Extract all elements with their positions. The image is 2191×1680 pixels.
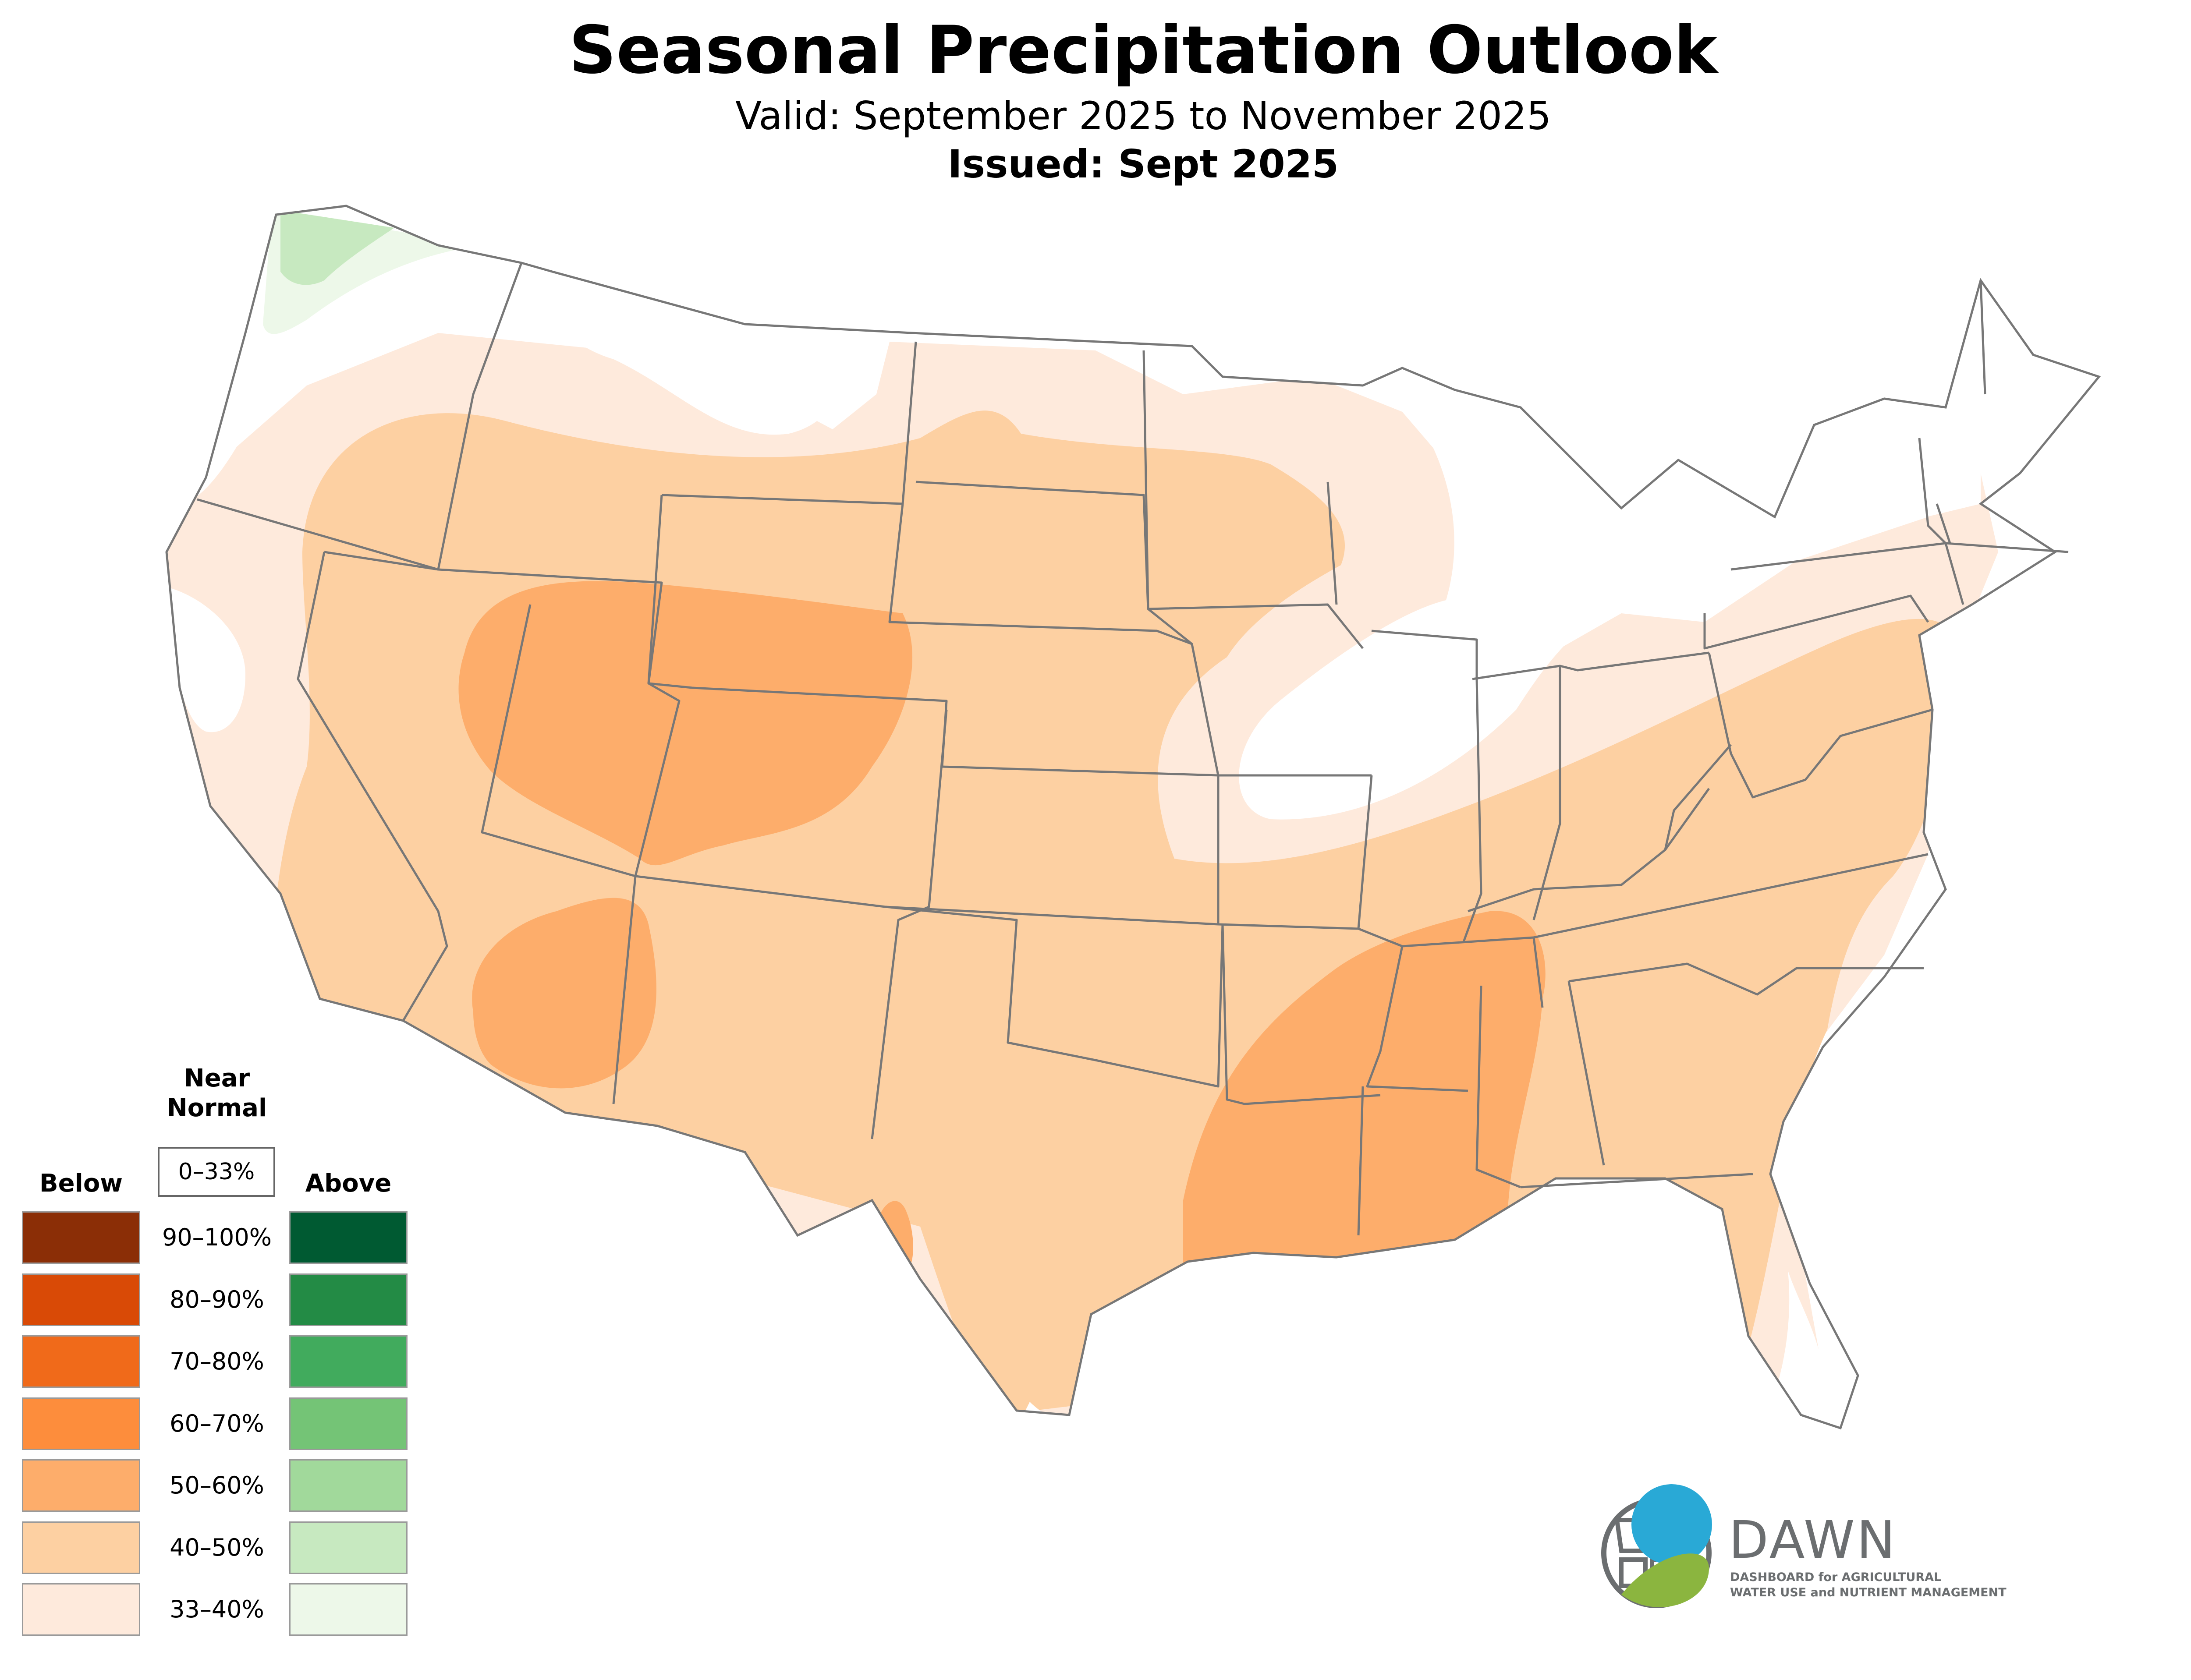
legend-below-swatch xyxy=(22,1335,140,1388)
legend-below-swatch xyxy=(22,1397,140,1450)
legend-range-label: 40–50% xyxy=(170,1534,264,1561)
logo-water-drop xyxy=(1631,1484,1712,1565)
region-above-40-50 xyxy=(280,210,394,285)
shaded-regions xyxy=(167,210,1998,1428)
region-below-50-60-mid-south xyxy=(1183,911,1546,1336)
dawn-logo-mark xyxy=(1601,1484,1712,1608)
legend-below-label: Below xyxy=(39,1169,123,1198)
legend-range-label: 50–60% xyxy=(170,1471,264,1499)
legend-range-label: 60–70% xyxy=(170,1410,264,1437)
near-normal-range: 0–33% xyxy=(178,1159,255,1185)
dawn-logo-line-2: WATER USE and NUTRIENT MANAGEMENT xyxy=(1730,1586,2007,1599)
issued-date: Issued: Sept 2025 xyxy=(947,141,1339,187)
state-borders xyxy=(197,262,2069,1236)
region-near-normal-bay-area xyxy=(167,587,245,732)
region-below-50-60-great-basin xyxy=(458,581,913,866)
region-near-normal-great-lakes xyxy=(1239,372,1981,820)
legend-range-label: 70–80% xyxy=(170,1348,264,1375)
legend-range-label: 33–40% xyxy=(170,1595,264,1623)
legend-range-label: 80–90% xyxy=(170,1286,264,1313)
legend-below-swatch xyxy=(22,1273,140,1326)
legend-above-swatch xyxy=(289,1273,408,1326)
legend-above-swatch xyxy=(289,1211,408,1264)
legend-range-label: 90–100% xyxy=(162,1224,272,1251)
region-below-50-60-arizona xyxy=(472,898,656,1089)
legend-below-swatch xyxy=(22,1459,140,1512)
legend-above-label: Above xyxy=(305,1169,392,1198)
dawn-logo-line-1: DASHBOARD for AGRICULTURAL xyxy=(1730,1570,1942,1584)
legend-above-swatch xyxy=(289,1583,408,1636)
logo-leaf xyxy=(1621,1553,1709,1607)
dawn-logo-text: DAWN xyxy=(1729,1510,1897,1570)
valid-period: Valid: September 2025 to November 2025 xyxy=(735,93,1551,138)
legend-below-swatch xyxy=(22,1211,140,1264)
legend-above-swatch xyxy=(289,1397,408,1450)
legend-near-label-2: Normal xyxy=(167,1094,267,1122)
legend-above-swatch xyxy=(289,1459,408,1512)
legend-below-swatch xyxy=(22,1583,140,1636)
legend-near-label-1: Near xyxy=(184,1064,250,1093)
legend-above-swatch xyxy=(289,1521,408,1574)
near-normal-swatch: 0–33% xyxy=(158,1147,275,1197)
legend-above-swatch xyxy=(289,1335,408,1388)
map-title: Seasonal Precipitation Outlook xyxy=(569,12,1718,88)
legend-below-swatch xyxy=(22,1521,140,1574)
